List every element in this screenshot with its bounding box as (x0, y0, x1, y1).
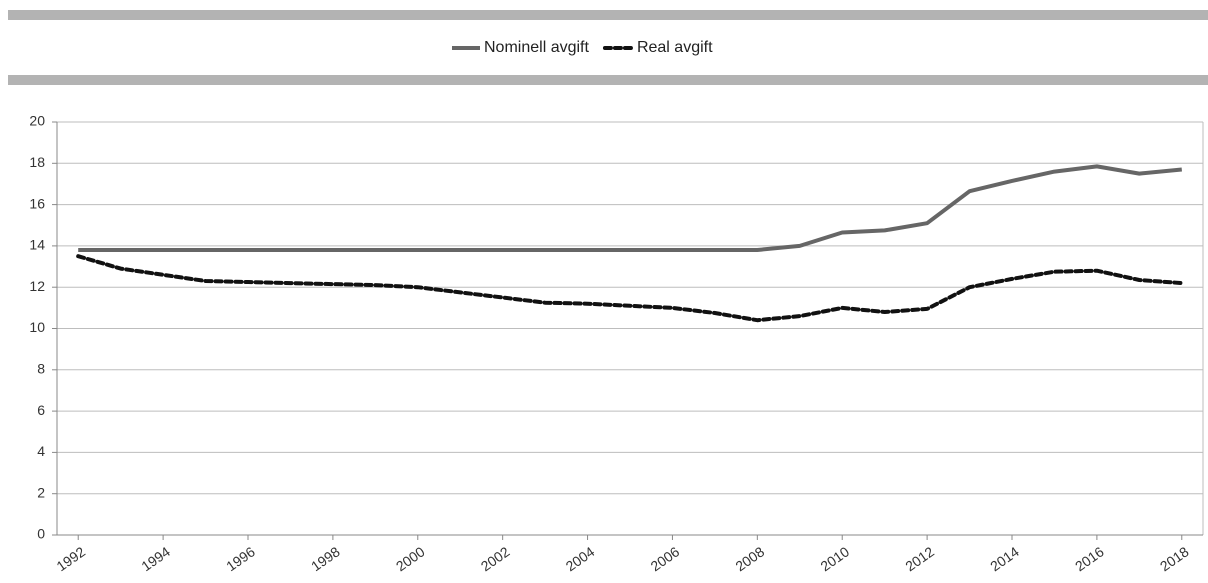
y-tick-label: 8 (37, 361, 45, 377)
series-line (78, 164, 1182, 252)
y-tick-label: 0 (37, 526, 45, 542)
y-tick-label: 6 (37, 402, 45, 418)
x-tick-label: 2018 (1157, 543, 1192, 574)
y-tick-label: 16 (29, 195, 45, 211)
x-tick-label: 2008 (732, 543, 767, 574)
y-tick-label: 18 (29, 154, 45, 170)
series-line (76, 254, 1184, 323)
x-tick-label: 1994 (138, 543, 173, 574)
y-tick-label: 14 (29, 237, 45, 253)
legend-label: Nominell avgift (484, 39, 589, 56)
x-tick-label: 2012 (902, 543, 937, 574)
bottom-band (8, 75, 1208, 85)
y-tick-label: 2 (37, 484, 45, 500)
x-tick-label: 2014 (987, 543, 1022, 574)
x-tick-label: 2002 (478, 543, 513, 574)
x-tick-label: 1996 (223, 543, 258, 574)
x-tick-label: 2004 (563, 543, 598, 574)
x-tick-label: 2010 (817, 543, 852, 574)
top-band (8, 10, 1208, 20)
y-tick-label: 4 (37, 443, 45, 459)
x-tick-label: 1992 (53, 543, 88, 574)
y-tick-label: 12 (29, 278, 45, 294)
x-tick-label: 2016 (1072, 543, 1107, 574)
x-tick-label: 1998 (308, 543, 343, 574)
legend-label: Real avgift (637, 39, 713, 56)
y-tick-label: 20 (29, 113, 45, 129)
x-tick-label: 2000 (393, 543, 428, 574)
x-tick-label: 2006 (648, 543, 683, 574)
y-tick-label: 10 (29, 319, 45, 335)
